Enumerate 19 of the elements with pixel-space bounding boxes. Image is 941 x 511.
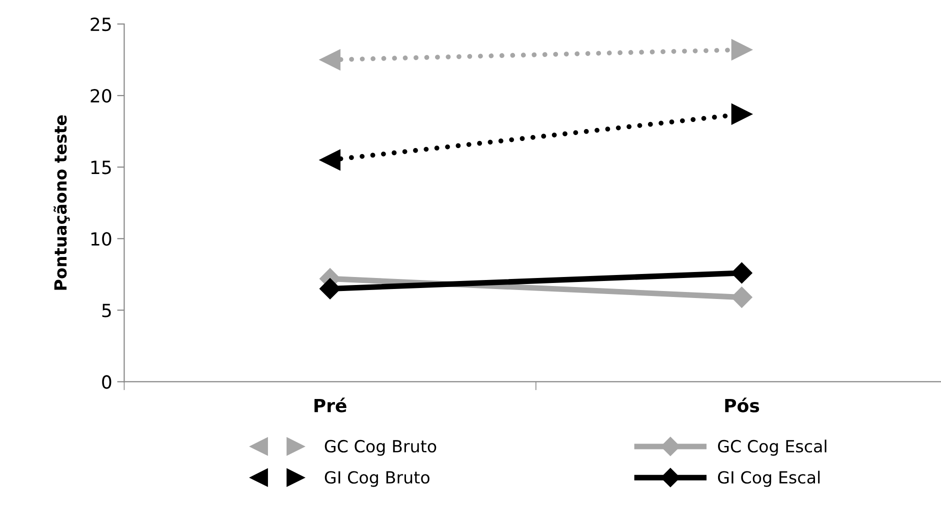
point <box>731 39 752 60</box>
x-tick-label: Pré <box>314 398 346 412</box>
y-tick-label: 20 <box>90 89 112 103</box>
legend-label: GC Cog Escal <box>718 440 826 456</box>
point <box>731 104 752 125</box>
legend-label: GC Cog Bruto <box>324 440 436 456</box>
y-tick-label: 0 <box>102 375 112 389</box>
point <box>731 286 752 308</box>
y-tick-label: 15 <box>91 160 111 174</box>
x-tick-label: Pós <box>725 398 760 412</box>
y-tick-label: 25 <box>90 17 111 32</box>
point <box>731 262 752 284</box>
legend-label: GI Cog Bruto <box>324 471 430 487</box>
point <box>320 49 340 70</box>
y-tick-label: 5 <box>102 304 111 318</box>
y-axis-title: Pontuaçãono teste <box>54 115 70 290</box>
point <box>320 150 340 170</box>
legend-label: GI Cog Escal <box>718 470 820 487</box>
y-tick-label: 10 <box>91 232 112 246</box>
